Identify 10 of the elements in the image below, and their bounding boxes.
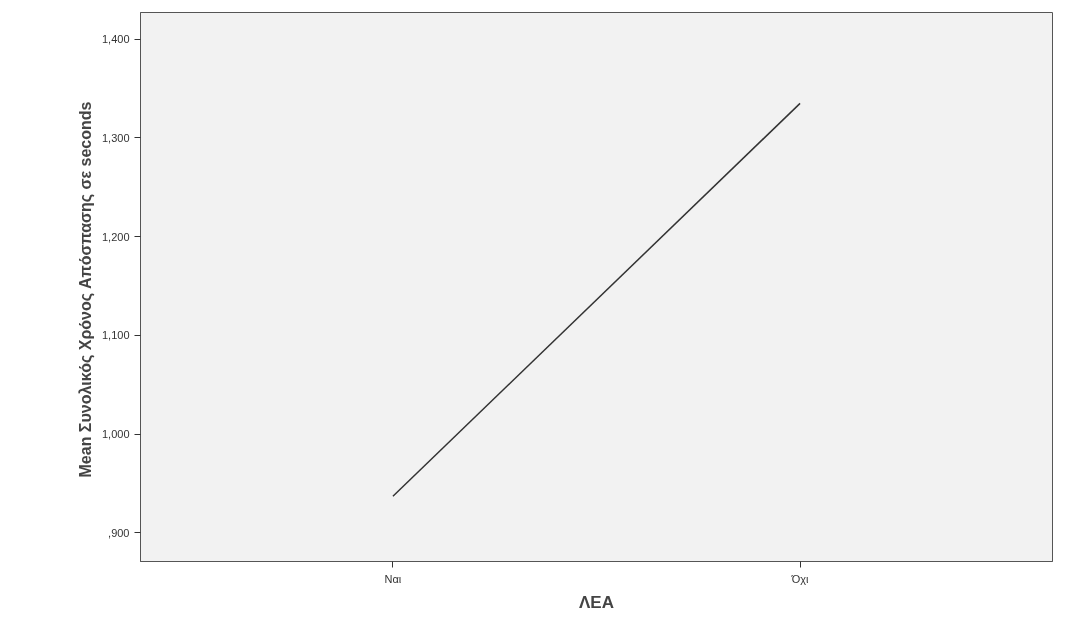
- y-tick-label: 1,200: [101, 230, 130, 243]
- y-tick-label: 1,400: [101, 33, 130, 46]
- y-axis-title: Mean Συνολικός Χρόνος Απόσπασης σε seconds: [76, 101, 95, 478]
- y-tick-label: ,900: [108, 526, 130, 539]
- x-axis-title: ΛΕΑ: [579, 592, 614, 612]
- x-tick-label: Ναι: [384, 572, 402, 585]
- y-tick-label: 1,300: [101, 131, 130, 144]
- y-tick-label: 1,000: [101, 428, 130, 441]
- x-tick-label: Όχι: [790, 572, 809, 585]
- y-tick-label: 1,100: [101, 329, 130, 342]
